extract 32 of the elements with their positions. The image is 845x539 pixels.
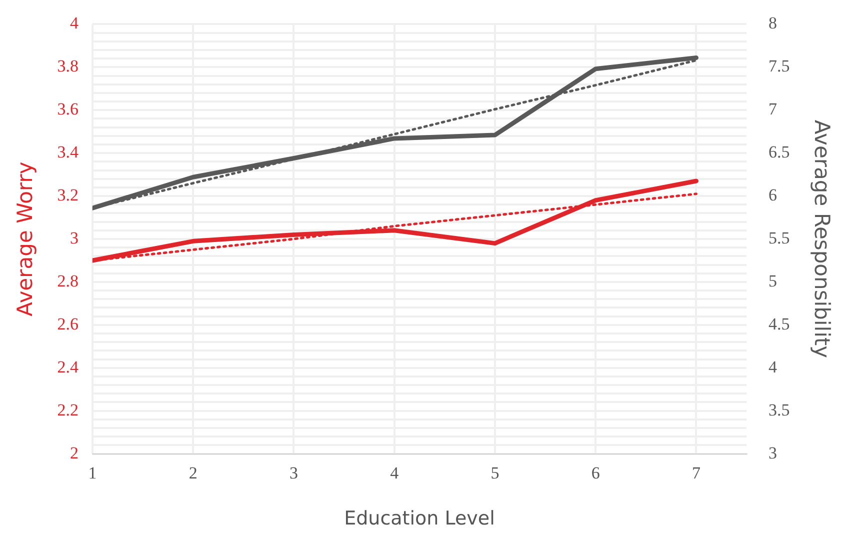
x-tick-label: 3: [289, 463, 298, 482]
y-tick-label: 2.4: [57, 357, 79, 376]
y2-tick-label: 4.5: [768, 314, 790, 334]
y2-axis-title: Average Responsibility: [810, 120, 834, 358]
y-tick-label: 3.6: [57, 100, 78, 119]
y2-tick-label: 3: [768, 443, 778, 462]
x-tick-label: 4: [390, 463, 400, 482]
y-tick-label: 2.6: [57, 314, 78, 334]
y2-tick-label: 5.5: [768, 228, 790, 248]
x-tick-label: 1: [88, 463, 97, 482]
x-tick-label: 7: [692, 463, 701, 482]
y2-tick-label: 5: [768, 271, 778, 290]
y2-tick-label: 4: [768, 357, 778, 376]
y2-tick-label: 3.5: [768, 400, 790, 420]
y-tick-label: 2.8: [57, 271, 78, 290]
y2-tick-label: 7.5: [768, 56, 790, 76]
y2-tick-label: 7: [768, 100, 778, 119]
y-axis-title: Average Worry: [13, 162, 38, 316]
y2-tick-label: 8: [768, 14, 778, 33]
y-tick-label: 3.2: [57, 186, 78, 205]
y2-tick-label: 6.5: [768, 142, 790, 162]
y-tick-label: 2: [70, 443, 78, 462]
y2-tick-label: 6: [768, 186, 778, 205]
x-axis-title: Education Level: [344, 508, 495, 530]
x-tick-label: 2: [188, 463, 198, 482]
y-tick-label: 2.2: [57, 400, 78, 420]
x-tick-label: 5: [490, 463, 500, 482]
x-tick-label: 6: [591, 463, 600, 482]
y-tick-label: 3.8: [57, 56, 78, 76]
y-tick-label: 3.4: [57, 142, 79, 162]
y-tick-label: 3: [70, 228, 78, 248]
y-tick-label: 4: [70, 14, 79, 33]
